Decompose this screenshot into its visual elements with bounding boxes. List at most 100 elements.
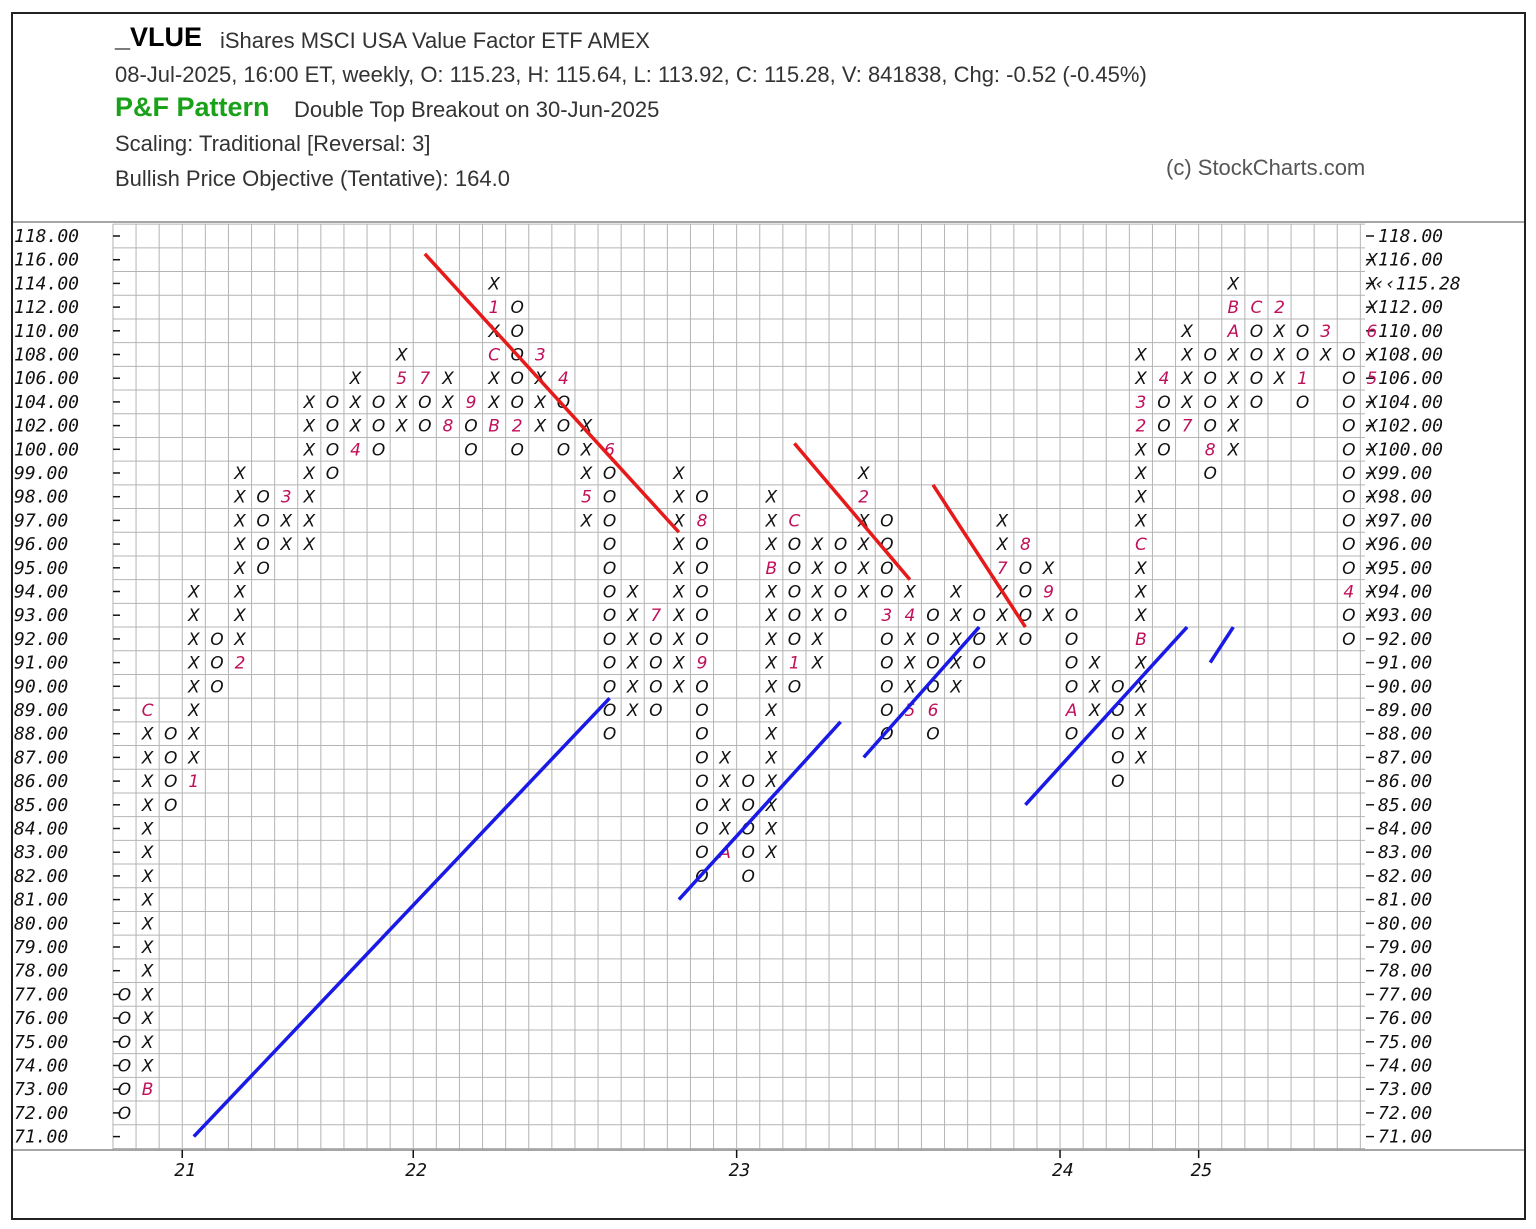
bullish-support-line: [1208, 626, 1235, 664]
y-tick-label-left: 95.00: [14, 558, 68, 579]
o-box: O: [1065, 677, 1078, 697]
x-box: X: [1134, 440, 1147, 460]
o-box: O: [1342, 488, 1355, 508]
symbol: _VLUE: [115, 22, 203, 52]
month-marker: B: [765, 559, 777, 579]
x-box: X: [811, 654, 824, 674]
x-box: X: [1226, 417, 1239, 437]
o-box: O: [1111, 748, 1124, 768]
y-tick-label-right: 97.00: [1378, 510, 1432, 531]
x-box: X: [857, 535, 870, 555]
o-box: O: [372, 393, 385, 413]
x-box: X: [626, 677, 639, 697]
y-tick-label-right: 118.00: [1378, 226, 1443, 247]
x-box: X: [395, 346, 408, 366]
x-box: X: [233, 535, 246, 555]
month-marker: C: [1135, 535, 1147, 555]
month-marker: 6: [928, 701, 939, 721]
x-box: X: [302, 511, 315, 531]
x-box: X: [1365, 606, 1378, 626]
x-box: X: [764, 654, 777, 674]
y-tick-label-right: 75.00: [1378, 1032, 1432, 1053]
o-box: O: [880, 583, 893, 603]
x-box: X: [1180, 369, 1193, 389]
x-box: X: [1273, 322, 1286, 342]
o-box: O: [1342, 393, 1355, 413]
month-marker: 1: [789, 654, 800, 674]
month-marker: 2: [235, 654, 246, 674]
chart-frame: [11, 12, 1526, 1220]
o-box: O: [880, 701, 893, 721]
month-marker: 1: [1297, 369, 1308, 389]
x-box: X: [764, 820, 777, 840]
x-box: X: [1273, 369, 1286, 389]
x-box: X: [233, 488, 246, 508]
x-box: X: [1365, 559, 1378, 579]
o-box: O: [742, 796, 755, 816]
month-marker: 4: [1159, 369, 1170, 389]
x-box: X: [1365, 274, 1378, 294]
o-box: O: [1296, 346, 1309, 366]
o-box: O: [210, 654, 223, 674]
y-tick-label-right: 83.00: [1378, 842, 1432, 863]
o-box: O: [603, 677, 616, 697]
y-tick-label-right: 71.00: [1378, 1127, 1432, 1148]
o-box: O: [695, 630, 708, 650]
x-box: X: [441, 369, 454, 389]
month-marker: 3: [1320, 322, 1331, 342]
x-box: X: [1365, 346, 1378, 366]
x-box: X: [141, 891, 154, 911]
o-box: O: [256, 511, 269, 531]
o-box: O: [1111, 677, 1124, 697]
x-box: X: [1134, 583, 1147, 603]
y-tick-label-right: 88.00: [1378, 724, 1432, 745]
x-box: X: [903, 583, 916, 603]
o-box: O: [880, 654, 893, 674]
x-box: X: [302, 488, 315, 508]
month-marker: A: [1065, 701, 1078, 721]
x-box: X: [1365, 298, 1378, 318]
o-box: O: [118, 1104, 131, 1124]
x-box: X: [487, 393, 500, 413]
x-box: X: [141, 1033, 154, 1053]
month-marker: 5: [581, 488, 592, 508]
o-box: O: [118, 1009, 131, 1029]
x-box: X: [764, 772, 777, 792]
y-tick-label-right: 89.00: [1378, 700, 1432, 721]
x-box: X: [187, 630, 200, 650]
o-box: O: [603, 701, 616, 721]
x-box: X: [302, 464, 315, 484]
y-tick-label-right: 94.00: [1378, 582, 1432, 603]
x-box: X: [1226, 346, 1239, 366]
o-box: O: [1204, 346, 1217, 366]
o-box: O: [603, 559, 616, 579]
o-box: O: [695, 725, 708, 745]
x-box: X: [1365, 464, 1378, 484]
x-box: X: [1088, 677, 1101, 697]
x-box: X: [1180, 322, 1193, 342]
x-tick-label: 25: [1191, 1160, 1213, 1181]
o-box: O: [1065, 630, 1078, 650]
o-box: O: [1342, 559, 1355, 579]
x-box: X: [302, 417, 315, 437]
o-box: O: [511, 393, 524, 413]
x-box: X: [487, 369, 500, 389]
x-box: X: [1365, 417, 1378, 437]
x-box: X: [949, 677, 962, 697]
x-box: X: [857, 583, 870, 603]
copyright: (c) StockCharts.com: [1166, 155, 1366, 180]
month-marker: C: [788, 511, 800, 531]
y-tick-label-right: 106.00: [1378, 368, 1443, 389]
x-box: X: [672, 630, 685, 650]
o-box: O: [649, 654, 662, 674]
price-objective: Bullish Price Objective (Tentative): 164…: [115, 166, 510, 191]
x-box: X: [903, 654, 916, 674]
o-box: O: [1342, 464, 1355, 484]
o-box: O: [418, 417, 431, 437]
month-marker: 7: [419, 369, 430, 389]
o-box: O: [1342, 346, 1355, 366]
month-marker: 3: [1135, 393, 1146, 413]
month-marker: 2: [858, 488, 869, 508]
x-box: X: [233, 583, 246, 603]
